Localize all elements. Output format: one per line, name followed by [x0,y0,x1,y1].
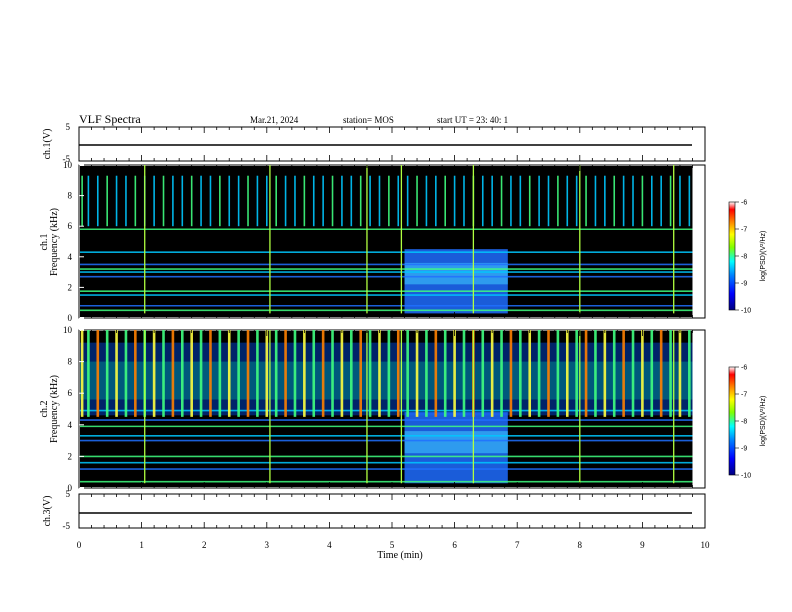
ch2-spectrogram-panel: ch.2 Frequency (kHz) 0 2 4 6 8 10 [39,325,706,493]
ch1-colorbar: -6 -7 -8 -9 -10 log(PSD)(V²/Hz) [728,200,767,315]
ch2-ytick-label: 4 [68,420,73,430]
x-tick-label: 8 [578,540,583,550]
ch1-ymax-label: 5 [66,122,71,132]
ch2-colorbar-tick-label: -7 [741,392,747,399]
ch2-broadband-burst-core [404,431,508,454]
ch1-colorbar-ticks: -6 -7 -8 -9 -10 [735,200,751,315]
ch1-ytick-label: 10 [63,160,73,170]
ch2-ytick-label: 0 [68,483,73,493]
ch2-spec-ylabel: Frequency (kHz) [49,375,60,443]
x-axis-ticks: 0 1 2 3 4 5 6 7 8 9 10 [77,127,710,550]
ch1-colorbar-tick-label: -10 [741,308,751,315]
x-tick-label: 10 [701,540,711,550]
ch2-colorbar-tick-label: -10 [741,473,751,480]
ch1-ytick-label: 6 [68,221,73,231]
figure-title: VLF Spectra [79,112,141,126]
start-ut-label: start UT = 23: 40: 1 [437,115,508,125]
ch1-ytick-label: 8 [68,191,73,201]
ch1-spectrogram [80,165,693,317]
ch2-colorbar-ticks: -6 -7 -8 -9 -10 [735,365,751,480]
ch3-ymin-label: -5 [63,521,71,531]
x-tick-label: 3 [265,540,270,550]
ch1-voltage-ylabel: ch.1(V) [42,129,53,160]
x-tick-label: 4 [327,540,332,550]
x-tick-label: 2 [202,540,207,550]
ch1-ymin-label: -5 [63,154,71,164]
x-tick-label: 1 [139,540,144,550]
ch1-y-ticks: 0 2 4 6 8 10 [63,160,84,323]
ch2-colorbar: -6 -7 -8 -9 -10 log(PSD)(V²/Hz) [728,365,767,480]
x-axis-label: Time (min) [377,550,422,561]
ch1-colorbar-tick-label: -7 [741,227,747,234]
ch2-spec-ylabel-channel: ch.2 [39,401,50,418]
ch1-spec-ylabel-channel: ch.1 [39,234,50,251]
ch1-spec-ylabel: Frequency (kHz) [49,208,60,276]
ch2-ytick-label: 2 [68,451,73,461]
ch2-colorbar-tick-label: -9 [741,446,747,453]
ch3-voltage-ylabel: ch.3(V) [42,496,53,527]
ch1-colorbar-tick-label: -8 [741,254,747,261]
ch1-spectrogram-panel: ch.1 Frequency (kHz) 0 2 4 6 8 10 [39,160,706,323]
ch2-colorbar-tick-label: -6 [741,365,747,372]
x-tick-label: 9 [640,540,645,550]
ch1-broadband-burst-core [404,262,508,285]
ch2-ytick-label: 6 [68,388,73,398]
x-tick-label: 0 [77,540,82,550]
ch2-colorbar-tick-label: -8 [741,419,747,426]
ch2-y-ticks: 0 2 4 6 8 10 [63,325,84,493]
ch1-ytick-label: 4 [68,252,73,262]
ch3-ymax-label: 5 [66,489,71,499]
ch1-colorbar-tick-label: -6 [741,200,747,207]
x-tick-label: 7 [515,540,520,550]
x-tick-label: 6 [452,540,457,550]
date-label: Mar.21, 2024 [250,115,299,125]
ch2-colorbar-label: log(PSD)(V²/Hz) [760,396,767,447]
ch1-ytick-label: 0 [68,313,73,323]
ch2-spectrogram [80,330,693,487]
station-label: station= MOS [343,115,394,125]
x-tick-label: 5 [390,540,395,550]
ch1-colorbar-label: log(PSD)(V²/Hz) [760,231,767,282]
ch2-ytick-label: 8 [68,357,73,367]
ch2-ytick-label: 10 [63,325,73,335]
ch1-colorbar-tick-label: -9 [741,281,747,288]
ch1-ytick-label: 2 [68,282,73,292]
